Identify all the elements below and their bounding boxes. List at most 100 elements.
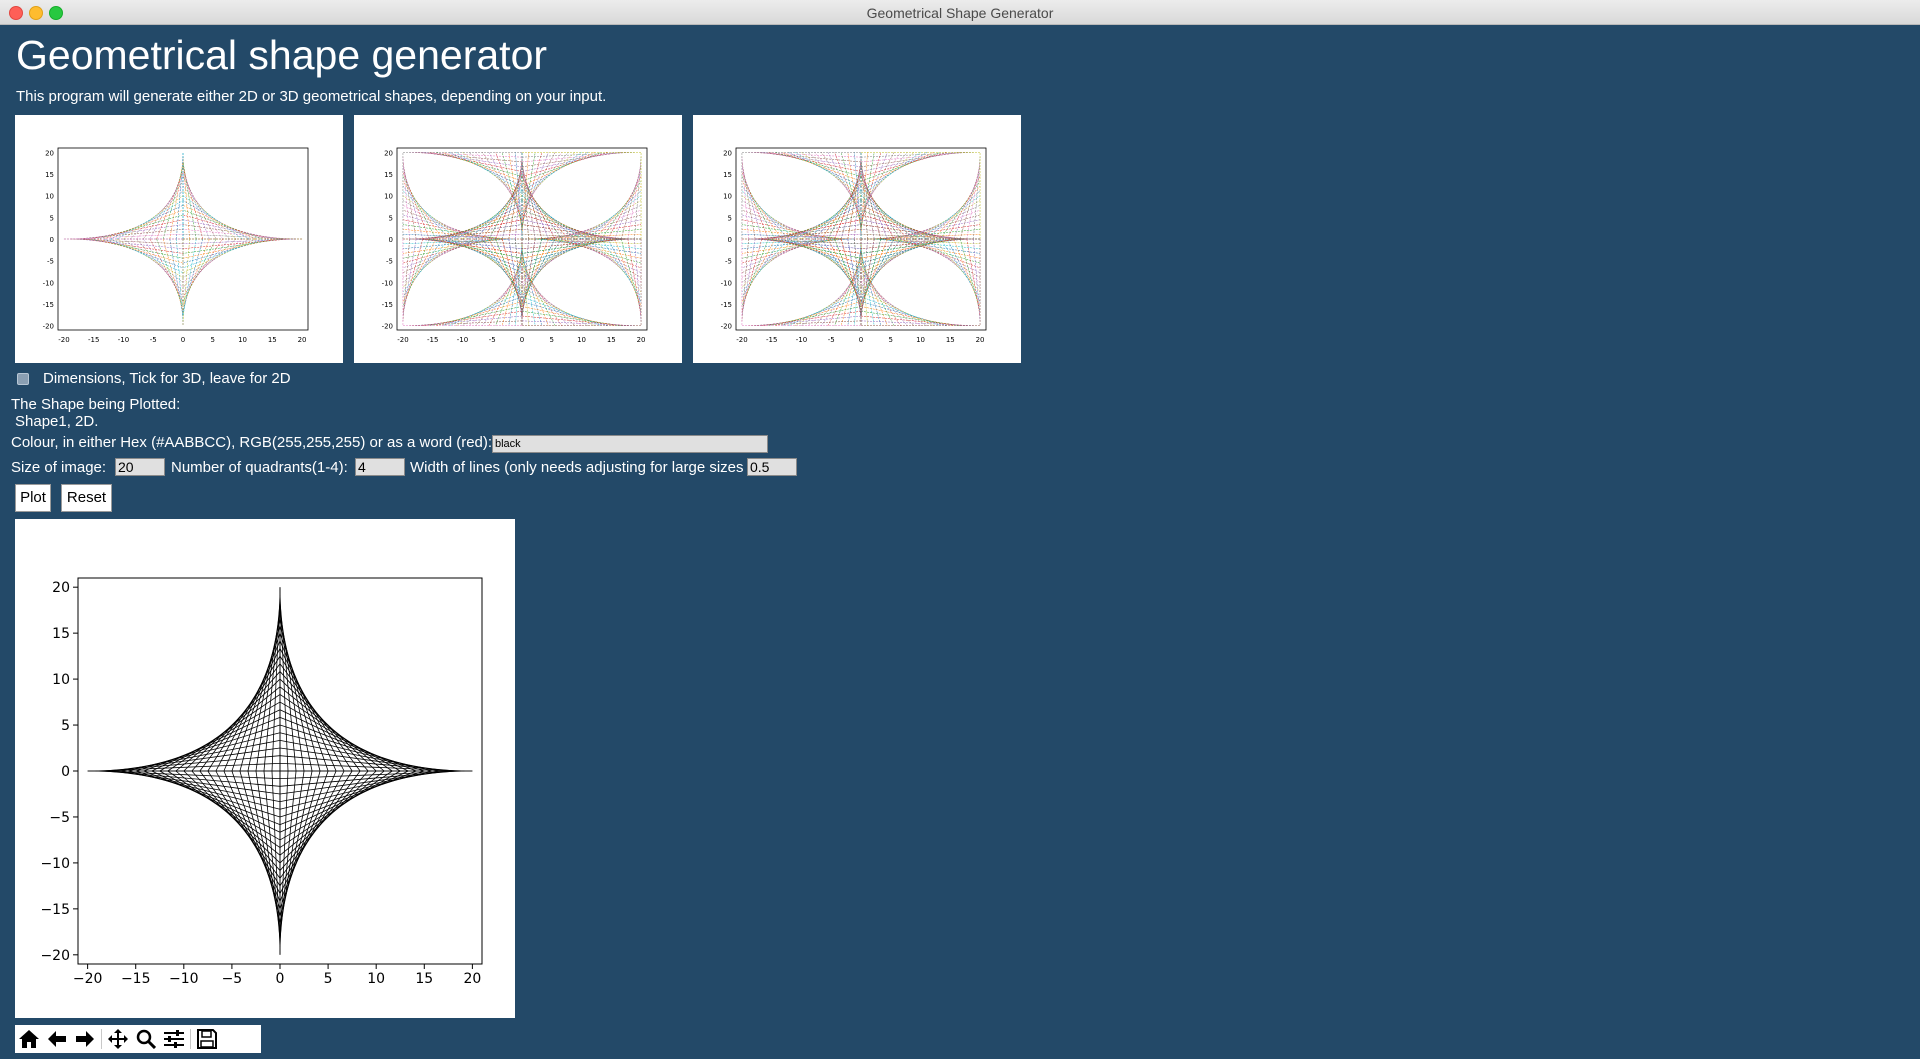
preview-line xyxy=(768,152,862,172)
toolbar-separator xyxy=(101,1029,102,1049)
preview-line xyxy=(103,209,184,240)
line-width-input[interactable]: 0.5 xyxy=(747,458,797,476)
zoom-icon[interactable] xyxy=(132,1025,160,1053)
preview-x-tick-label: -5 xyxy=(489,336,496,344)
preview-line xyxy=(143,238,184,297)
preview-x-tick-label: -5 xyxy=(828,336,835,344)
preview-line xyxy=(741,238,749,321)
size-input[interactable]: 20 xyxy=(115,458,165,476)
shape-value: Shape1, 2D. xyxy=(15,413,99,430)
preview-line xyxy=(761,238,862,254)
preview-line xyxy=(860,224,961,240)
preview-line xyxy=(761,224,862,240)
preview-line xyxy=(594,185,642,240)
preview-line xyxy=(449,238,523,273)
preview-line xyxy=(741,161,756,240)
preview-line xyxy=(860,282,921,326)
preview-line xyxy=(755,229,862,240)
back-icon[interactable] xyxy=(43,1025,71,1053)
preview-line xyxy=(966,161,981,240)
preview-line xyxy=(781,296,862,326)
preview-line xyxy=(402,224,503,240)
preview-line xyxy=(634,238,642,321)
preview-line xyxy=(741,238,776,302)
quadrants-input[interactable]: 4 xyxy=(355,458,405,476)
main-plot-canvas[interactable]: −20 −15 −10 −5 0 5 10 15 20 20 15 10 5 0 −5 −10 −15 −20 xyxy=(15,519,515,1018)
preview-plot-2: -20 -15 -10 -5 0 5 10 15 20 20 15 10 5 0 -5 -10 -15 -20 xyxy=(382,147,648,344)
preview-line xyxy=(521,152,635,158)
preview-line xyxy=(860,238,967,249)
preview-line xyxy=(136,185,184,240)
preview-line xyxy=(429,152,523,172)
minimize-window-button[interactable] xyxy=(29,6,43,20)
preview-line xyxy=(182,238,289,249)
preview-line xyxy=(70,233,184,240)
preview-line xyxy=(521,152,576,201)
astroid-line xyxy=(279,755,457,772)
astroid-line xyxy=(279,770,385,856)
preview-line xyxy=(847,161,862,240)
preview-x-tick-label: -15 xyxy=(88,336,99,344)
save-icon[interactable] xyxy=(193,1025,221,1053)
home-icon[interactable] xyxy=(15,1025,43,1053)
forward-icon[interactable] xyxy=(71,1025,99,1053)
dimensions-checkbox[interactable] xyxy=(17,372,29,385)
preview-frame xyxy=(396,147,648,331)
preview-line xyxy=(860,238,875,317)
preview-line xyxy=(77,229,184,240)
preview-plot-3: -20 -15 -10 -5 0 5 10 15 20 20 15 10 5 0 -5 -10 -15 -20 xyxy=(721,147,987,344)
preview-line xyxy=(182,238,230,293)
astroid-line xyxy=(103,755,281,772)
y-tick-label: −20 xyxy=(40,948,70,964)
preview-y-tick-label: 0 xyxy=(50,236,54,244)
preview-line xyxy=(182,238,217,302)
preview-line xyxy=(402,176,437,240)
preview-y-tick-label: -5 xyxy=(725,258,732,266)
dimensions-checkbox-row[interactable]: Dimensions, Tick for 3D, leave for 2D xyxy=(17,370,291,387)
maximize-window-button[interactable] xyxy=(49,6,63,20)
reset-button[interactable]: Reset xyxy=(61,484,112,512)
preview-line xyxy=(959,238,981,312)
preview-line xyxy=(521,152,628,163)
close-window-button[interactable] xyxy=(9,6,23,20)
preview-line xyxy=(416,315,523,326)
preview-x-tick-label: 15 xyxy=(946,336,955,344)
preview-line xyxy=(860,152,974,158)
preview-line xyxy=(959,166,981,240)
preview-line xyxy=(860,233,974,240)
preview-x-tick-label: -15 xyxy=(427,336,438,344)
preview-line xyxy=(149,238,184,302)
preview-line xyxy=(462,152,523,196)
plot-button[interactable]: Plot xyxy=(15,484,51,512)
preview-lines xyxy=(741,152,981,326)
preview-line xyxy=(627,161,642,240)
preview-line xyxy=(422,224,523,240)
preview-line xyxy=(860,277,915,326)
preview-line xyxy=(402,166,424,240)
preview-line xyxy=(860,157,868,240)
preview-line xyxy=(475,152,523,206)
dimensions-checkbox-label: Dimensions, Tick for 3D, leave for 2D xyxy=(43,370,291,387)
preview-line xyxy=(594,238,642,293)
preview-line xyxy=(123,238,184,283)
preview-line xyxy=(429,306,523,326)
preview-line xyxy=(620,238,642,312)
preview-y-tick-label: 20 xyxy=(723,149,732,157)
preview-line xyxy=(607,238,642,302)
preview-line xyxy=(402,238,410,321)
colour-input[interactable]: black xyxy=(492,435,768,453)
preview-plot-1: -20 -15 -10 -5 0 5 10 15 20 20 15 10 5 0 -5 -10 -15 -20 xyxy=(43,147,309,344)
preview-line xyxy=(416,229,523,240)
configure-subplots-icon[interactable] xyxy=(160,1025,188,1053)
preview-line xyxy=(182,238,243,283)
preview-line xyxy=(748,238,862,245)
preview-image-2: -20 -15 -10 -5 0 5 10 15 20 20 15 10 5 0 -5 -10 -15 -20 xyxy=(354,115,682,363)
astroid-line xyxy=(175,686,281,772)
preview-line xyxy=(521,224,622,240)
preview-line xyxy=(182,238,197,317)
astroid-line xyxy=(279,686,385,772)
preview-line xyxy=(860,238,882,312)
pan-icon[interactable] xyxy=(104,1025,132,1053)
preview-x-tick-label: -10 xyxy=(457,336,468,344)
preview-y-tick-label: -20 xyxy=(43,323,54,331)
